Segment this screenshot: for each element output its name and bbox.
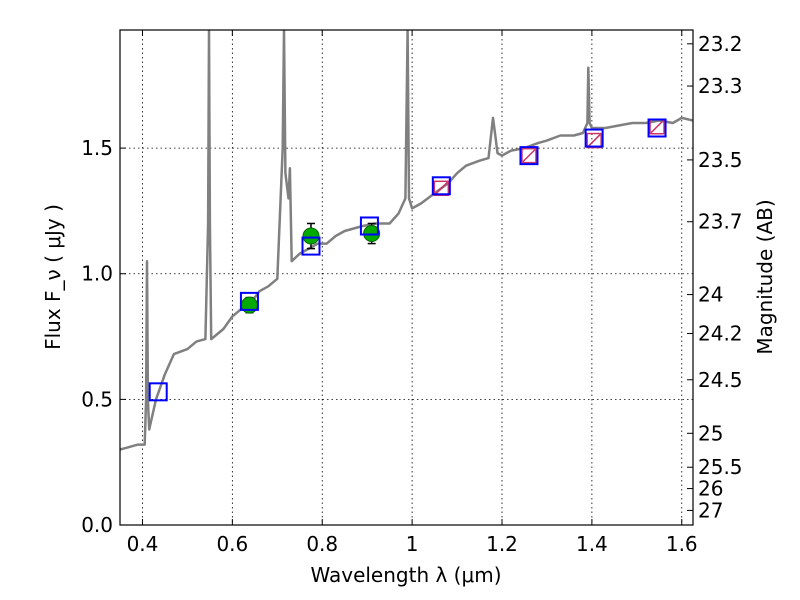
axis-ticks: 0.4 0.6 0.8 1 1.2 1.4 1.6 0.0 0.5 1.0 1.5 23.2 23.3 2…: [81, 30, 743, 556]
model-point: [148, 382, 168, 402]
model-point: [431, 176, 451, 196]
x-tick-label: 1.6: [666, 532, 698, 556]
y2-tick-label: 23.2: [698, 32, 743, 56]
x-tick-label: 0.4: [127, 532, 159, 556]
y2-tick-label: 25.5: [698, 455, 743, 479]
y-tick-label: 0.5: [81, 387, 113, 411]
y2-tick-label: 23.5: [698, 148, 743, 172]
y2-tick-label: 24: [698, 283, 723, 307]
model-point: [584, 128, 604, 148]
y-tick-label: 0.0: [81, 513, 113, 537]
nir-point: [586, 132, 602, 149]
plot-area: [120, 30, 693, 451]
nir-point-mark: [434, 181, 448, 195]
model-point: [359, 216, 379, 236]
y-axis-label: Flux F_ν ( μJy ): [41, 204, 65, 350]
y2-tick-label: 24.5: [698, 368, 743, 392]
spectrum-line: [120, 30, 693, 451]
nir-point-mark: [650, 120, 664, 134]
nir-point-mark: [587, 134, 601, 148]
nir-point: [433, 180, 450, 197]
y2-tick-label: 23.3: [698, 74, 743, 98]
y2-tick-label: 27: [698, 498, 723, 522]
y-tick-label: 1.0: [81, 262, 113, 286]
y2-tick-label: 24.2: [698, 322, 743, 346]
x-tick-label: 1.4: [576, 532, 608, 556]
x-tick-label: 1.2: [486, 532, 518, 556]
observed-point: [302, 227, 320, 245]
model-point: [301, 236, 321, 256]
plot-frame: [119, 29, 694, 526]
x-axis-label: Wavelength λ (μm): [310, 563, 501, 587]
y2-tick-label: 25: [698, 421, 723, 445]
nir-point-mark: [522, 149, 536, 163]
y2-tick-label: 23.7: [698, 210, 743, 234]
x-tick-label: 0.8: [306, 532, 338, 556]
model-point: [519, 146, 539, 166]
nir-point: [521, 147, 537, 164]
x-tick-label: 1: [406, 532, 419, 556]
model-point: [239, 291, 259, 311]
x-tick-label: 0.6: [216, 532, 248, 556]
model-point: [647, 118, 667, 138]
y-tick-label: 1.5: [81, 136, 113, 160]
y2-axis-label: Magnitude (AB): [753, 199, 777, 354]
y2-tick-label: 26: [698, 477, 723, 501]
